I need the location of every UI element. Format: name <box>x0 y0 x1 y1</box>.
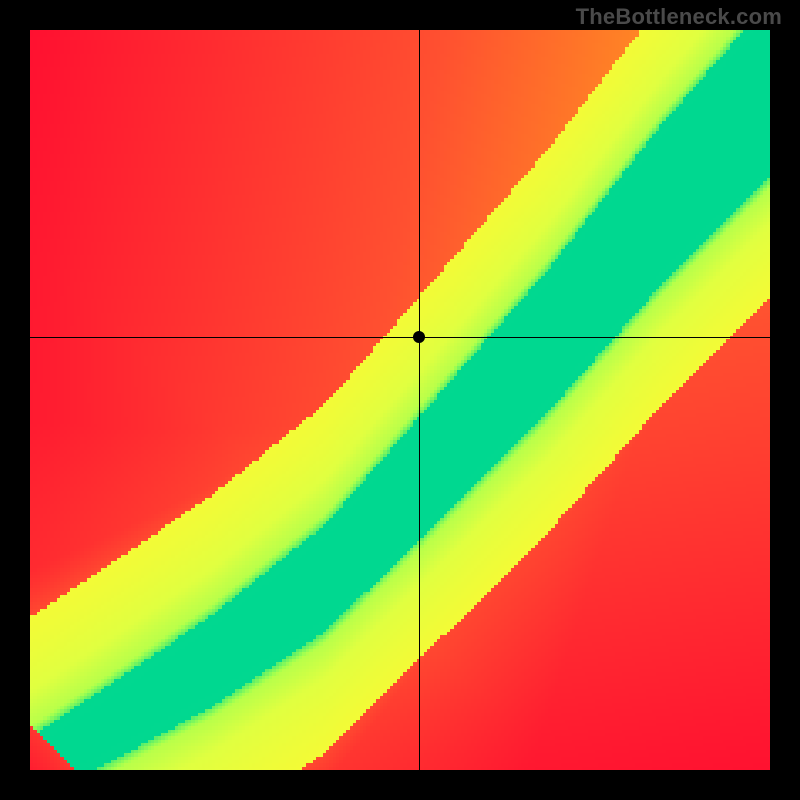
heatmap-plot <box>30 30 770 770</box>
crosshair-vertical <box>419 30 420 770</box>
heatmap-canvas <box>30 30 770 770</box>
watermark-text: TheBottleneck.com <box>576 4 782 30</box>
crosshair-horizontal <box>30 337 770 338</box>
chart-container: TheBottleneck.com <box>0 0 800 800</box>
crosshair-marker <box>413 331 425 343</box>
